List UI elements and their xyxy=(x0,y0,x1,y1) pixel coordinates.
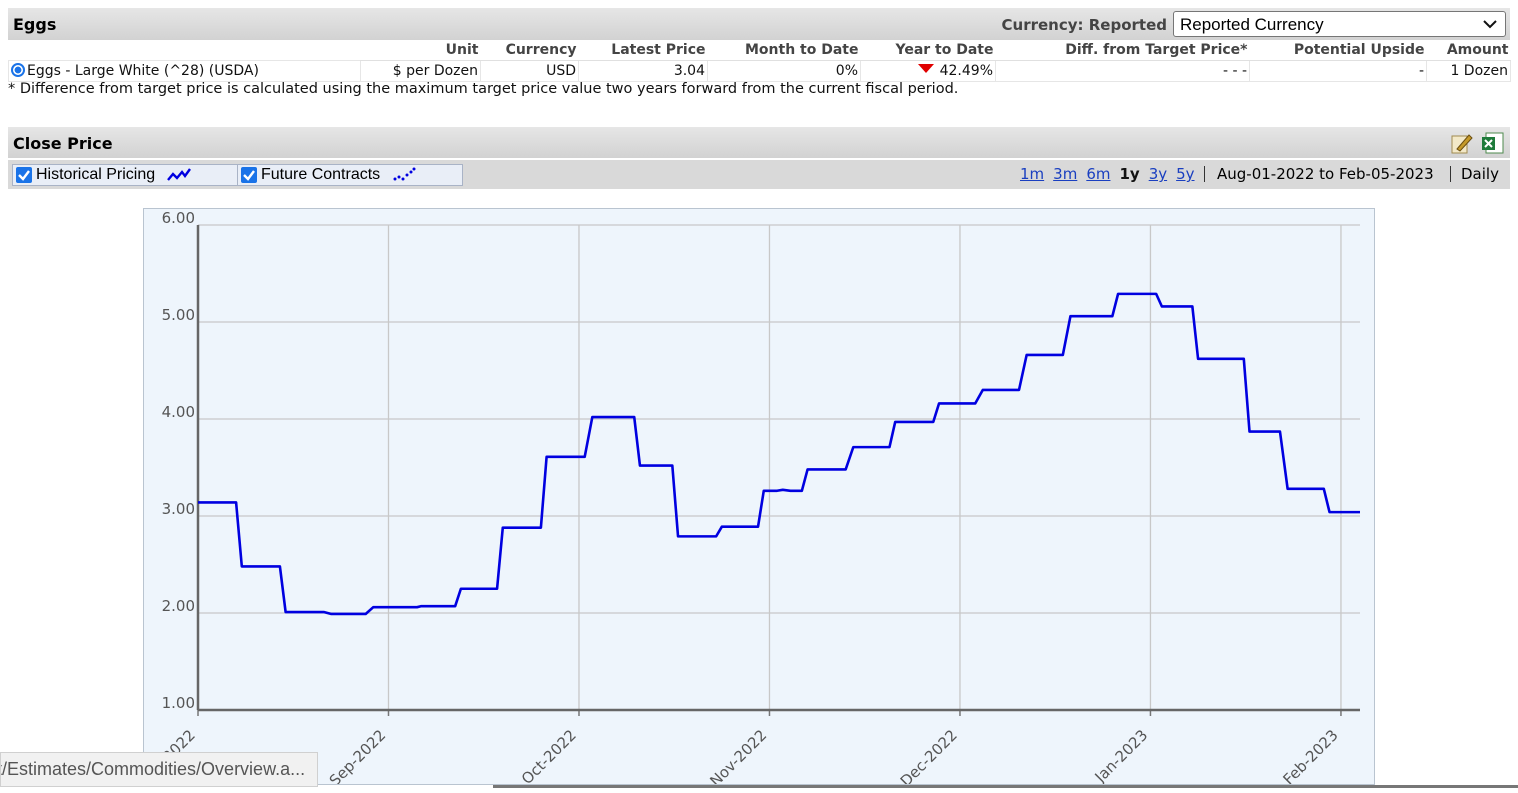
historical-toggle[interactable]: Historical Pricing xyxy=(12,164,238,186)
cell: 3.04 xyxy=(578,60,708,82)
currency-select[interactable]: Reported Currency xyxy=(1173,11,1506,37)
line-icon xyxy=(167,168,191,181)
header-cell: Currency xyxy=(480,40,579,61)
x-tick-label: Nov-2022 xyxy=(706,726,770,785)
range-link[interactable]: 5y xyxy=(1176,165,1195,183)
cell: USD xyxy=(480,60,579,82)
dots-icon xyxy=(393,167,416,181)
header-cell: Potential Upside xyxy=(1249,40,1427,61)
cell: 0% xyxy=(707,60,861,82)
y-tick-label: 1.00 xyxy=(162,694,195,712)
checkbox xyxy=(241,167,257,183)
cell-text: $ per Dozen xyxy=(392,63,478,79)
chevron xyxy=(1483,20,1497,29)
cell-text: 42.49% xyxy=(939,63,993,79)
header-row: Unit Currency Latest Price Month to Date Yea… xyxy=(9,40,1511,61)
frequency: Daily xyxy=(1461,165,1499,183)
cell: 1 Dozen xyxy=(1426,60,1511,82)
cell: - - - xyxy=(995,60,1250,82)
range-link[interactable]: 3m xyxy=(1053,165,1078,183)
header-bar: Eggs Currency: Reported Reported Currenc… xyxy=(8,8,1510,40)
cell-text: Eggs - Large White (^28) (USDA) xyxy=(27,63,259,79)
range-link[interactable]: 1m xyxy=(1020,165,1045,183)
edit-icon[interactable] xyxy=(1449,131,1473,155)
future-label: Future Contracts xyxy=(261,166,381,183)
header-cell: Latest Price xyxy=(578,40,708,61)
y-tick-label: 2.00 xyxy=(162,597,195,615)
historical-label: Historical Pricing xyxy=(36,166,156,183)
range-link[interactable]: 6m xyxy=(1086,165,1111,183)
cell-text: 0% xyxy=(835,63,858,79)
future-toggle[interactable]: Future Contracts xyxy=(237,164,463,186)
cell-text: 1 Dozen xyxy=(1450,63,1508,79)
toolbar: Historical Pricing Future Contracts 1m 3m… xyxy=(8,160,1510,189)
x-tick-label: Dec-2022 xyxy=(897,726,961,785)
cell-text: - - - xyxy=(1222,63,1247,79)
date-range: Aug-01-2022 to Feb-05-2023 xyxy=(1217,165,1434,183)
y-tick-label: 5.00 xyxy=(162,306,195,324)
status-url: t/Estimates/Commodities/Overview.a... xyxy=(0,759,306,779)
x-tick-label: Feb-2023 xyxy=(1279,726,1341,785)
chart: 1.002.003.004.005.006.00Aug-2022Sep-2022… xyxy=(143,208,1375,785)
section-title: Close Price xyxy=(13,134,113,153)
range-link[interactable]: 1y xyxy=(1119,165,1140,183)
price-line xyxy=(198,292,1360,616)
header-title: Eggs xyxy=(13,15,57,34)
checkbox xyxy=(16,167,32,183)
header-cell: Month to Date xyxy=(707,40,861,61)
y-tick-label: 4.00 xyxy=(162,403,195,421)
range-links: 1m 3m 6m 1y 3y 5y xyxy=(1020,165,1204,183)
range-link[interactable]: 3y xyxy=(1148,165,1168,183)
header-cell xyxy=(9,40,361,61)
window-edge xyxy=(493,785,1518,788)
cell: Eggs - Large White (^28) (USDA) xyxy=(8,60,361,82)
separator xyxy=(1450,166,1451,182)
currency-label: Currency: Reported xyxy=(1001,16,1167,34)
header-cell: Diff. from Target Price* xyxy=(995,40,1250,61)
x-tick-label: Sep-2022 xyxy=(326,726,390,785)
header-cell: Amount xyxy=(1426,40,1511,61)
separator xyxy=(1204,166,1205,182)
cell-text: - xyxy=(1418,63,1424,79)
y-tick-label: 3.00 xyxy=(162,500,195,518)
x-tick-label: Oct-2022 xyxy=(518,726,580,785)
header-cell: Year to Date xyxy=(860,40,996,61)
x-tick-label: Jan-2023 xyxy=(1091,726,1152,785)
excel-icon[interactable] xyxy=(1481,131,1505,155)
data-row: Eggs - Large White (^28) (USDA) $ per Doz… xyxy=(8,60,1511,82)
section-bar: Close Price xyxy=(8,127,1510,158)
cell: $ per Dozen xyxy=(360,60,481,82)
cell-text: 3.04 xyxy=(673,63,705,79)
header-cell: Unit xyxy=(360,40,481,61)
currency-select-text: Reported Currency xyxy=(1180,15,1324,34)
radio[interactable] xyxy=(11,63,25,77)
cell: - xyxy=(1249,60,1427,82)
y-tick-label: 6.00 xyxy=(162,209,195,227)
cell-text: USD xyxy=(546,63,576,79)
down-arrow xyxy=(917,64,934,73)
price-table: Unit Currency Latest Price Month to Date Yea… xyxy=(8,40,1511,82)
cell: 42.49% xyxy=(860,60,996,82)
status-bar: t/Estimates/Commodities/Overview.a... xyxy=(0,752,318,787)
footnote: * Difference from target price is calcul… xyxy=(8,81,959,97)
price-table-wrap: Unit Currency Latest Price Month to Date Yea… xyxy=(8,40,1511,82)
